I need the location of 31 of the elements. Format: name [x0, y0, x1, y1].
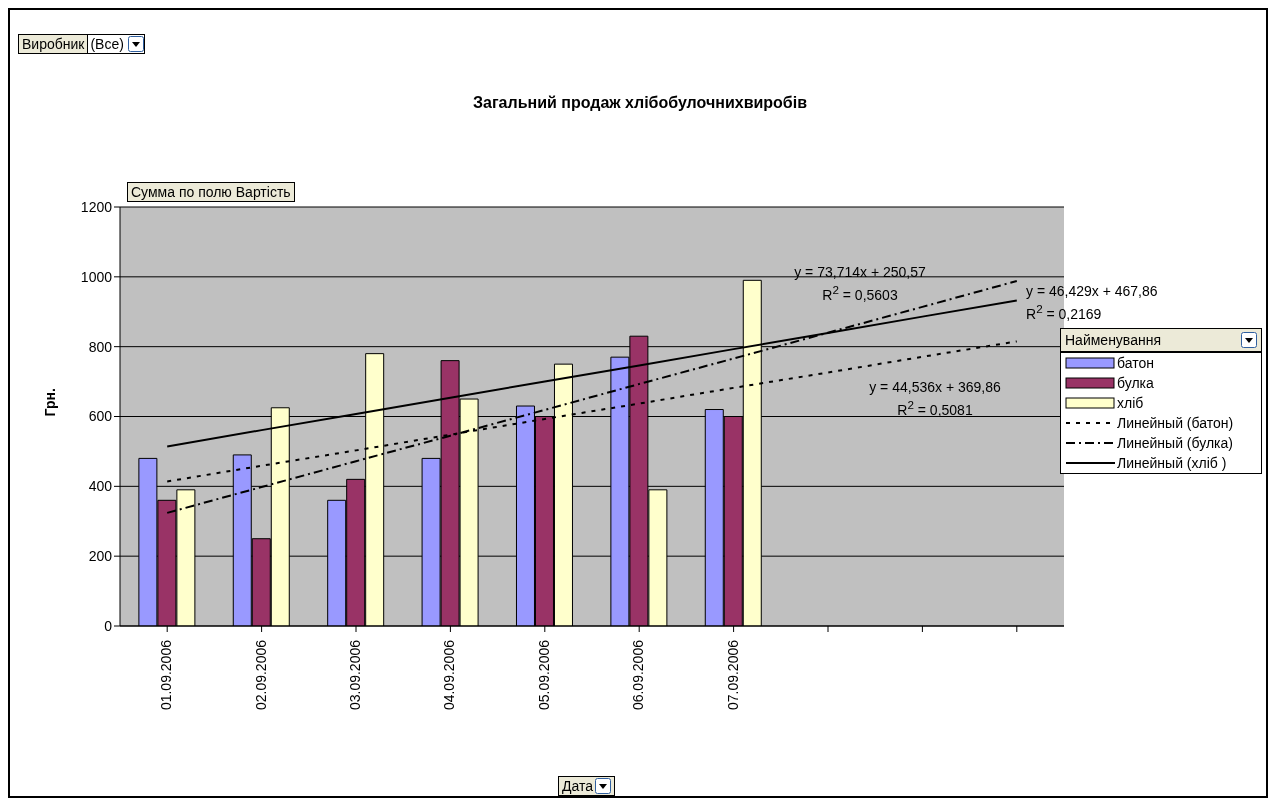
legend-title: Найменування	[1065, 332, 1161, 348]
x-tick-label: 04.09.2006	[441, 639, 458, 711]
x-tick-label: 06.09.2006	[630, 639, 647, 711]
text: (Все)	[88, 35, 126, 53]
x-tick-label: 01.09.2006	[158, 639, 175, 711]
y-tick-label: 0	[104, 617, 113, 634]
legend-label: хліб	[1117, 395, 1144, 411]
y-tick-label: 1000	[80, 268, 113, 285]
x-axis-title: Дата	[562, 778, 594, 794]
y-tick-label: 800	[88, 338, 113, 355]
legend-label: Линейный (булка)	[1117, 435, 1233, 451]
y-axis-title: Грн.	[41, 388, 58, 417]
text: Виробник	[19, 35, 89, 53]
x-tick-label: 07.09.2006	[724, 639, 741, 711]
legend-label: булка	[1117, 375, 1154, 391]
annotation: y = 73,714x + 250,57 R$^{2}$ = 0,5603	[794, 263, 926, 304]
y-tick-label: 600	[88, 408, 113, 425]
x-tick-label: 03.09.2006	[346, 639, 363, 711]
text: Сумма по полю Вартість	[127, 182, 295, 202]
annotation: y = 46,429x + 467,86 R$^{2}$ = 0,2169	[1026, 282, 1158, 323]
x-tick-label: 05.09.2006	[535, 639, 552, 711]
y-tick-label: 400	[88, 478, 113, 495]
legend-header: Найменування	[1061, 329, 1261, 353]
x-tick-label: 02.09.2006	[252, 639, 269, 711]
legend-label: Линейный (хліб )	[1117, 455, 1227, 471]
chart-title: Загальний продаж хлібобулочнихвиробів	[472, 94, 808, 112]
y-tick-label: 200	[88, 548, 113, 565]
legend-label: Линейный (батон)	[1117, 415, 1234, 431]
legend-label: батон	[1117, 355, 1154, 371]
annotation: y = 44,536x + 369,86 R$^{2}$ = 0,5081	[869, 378, 1001, 419]
y-tick-label: 1200	[80, 198, 113, 215]
